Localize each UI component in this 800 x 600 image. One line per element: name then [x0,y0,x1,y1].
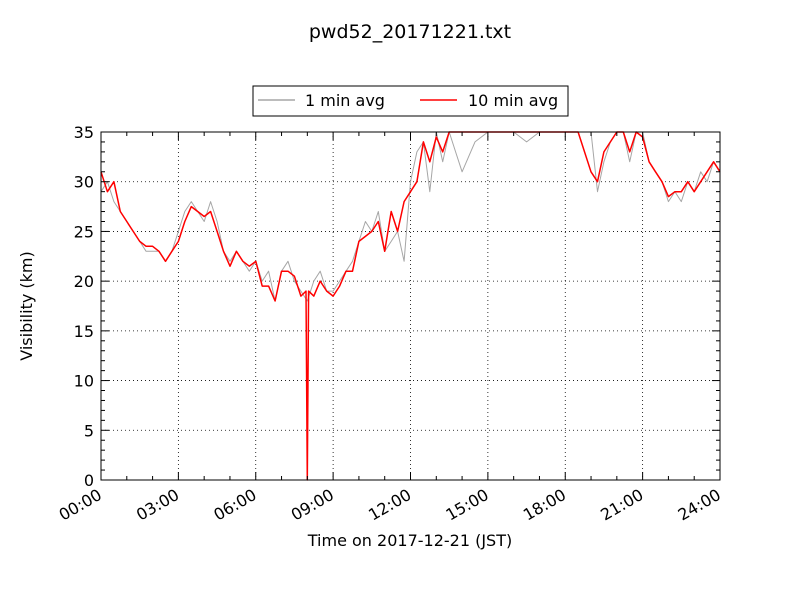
y-tick-label: 30 [74,173,94,192]
y-tick-label: 5 [84,421,94,440]
legend-label-1min: 1 min avg [305,91,385,110]
x-tick-label: 15:00 [442,485,491,525]
y-tick-label: 10 [74,372,94,391]
y-tick-label: 25 [74,222,94,241]
y-axis-label: Visibility (km) [17,251,36,360]
x-tick-label: 03:00 [133,485,182,525]
y-tick-label: 15 [74,322,94,341]
x-tick-label: 06:00 [210,485,259,525]
y-tick-label: 20 [74,272,94,291]
legend-box [252,85,569,117]
x-tick-label: 12:00 [365,485,414,525]
x-tick-label: 00:00 [56,485,105,525]
x-axis-label: Time on 2017-12-21 (JST) [307,531,512,550]
x-tick-label: 24:00 [675,485,724,525]
x-tick-label: 09:00 [288,485,337,525]
x-tick-label: 18:00 [520,485,569,525]
plot-area [100,131,721,481]
series-line-10min-avg [100,131,721,481]
series-line-1min-avg [100,131,721,302]
legend-label-10min: 10 min avg [468,91,558,110]
y-tick-label: 35 [74,123,94,142]
axis-ticks: 00:00 03:00 06:00 09:00 12:00 15:00 18:00 21:00… [56,123,724,525]
y-tick-label: 0 [84,471,94,490]
x-tick-label: 21:00 [597,485,646,525]
legend: 1 min avg 10 min avg [252,85,569,117]
chart-title: pwd52_20171221.txt [309,21,511,43]
